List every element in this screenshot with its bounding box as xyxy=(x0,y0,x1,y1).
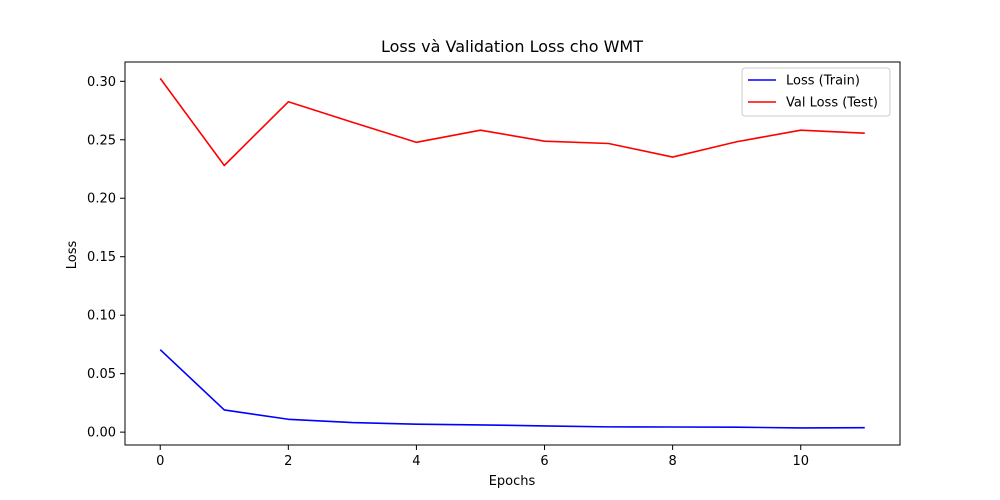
legend: Loss (Train) Val Loss (Test) xyxy=(741,67,891,117)
legend-entry: Val Loss (Test) xyxy=(786,96,878,111)
y-tick-label: 0.25 xyxy=(87,133,116,148)
chart-title: Loss và Validation Loss cho WMT xyxy=(381,37,643,56)
legend-entry: Loss (Train) xyxy=(786,74,860,89)
y-axis-label: Loss xyxy=(65,241,80,270)
legend-box xyxy=(741,67,891,117)
y-tick-label: 0.20 xyxy=(87,192,116,207)
x-tick-label: 6 xyxy=(540,454,548,469)
series-line-train-loss xyxy=(159,349,865,429)
x-tick-label: 10 xyxy=(792,454,809,469)
x-axis-label: Epochs xyxy=(489,474,536,489)
plot-frame xyxy=(124,61,901,446)
series-line-val-loss xyxy=(159,77,865,167)
y-tick-label: 0.30 xyxy=(87,75,116,90)
y-tick-label: 0.00 xyxy=(87,426,116,441)
x-tick-label: 2 xyxy=(284,454,292,469)
x-tick-label: 0 xyxy=(156,454,164,469)
x-tick-label: 4 xyxy=(412,454,420,469)
x-tick-label: 8 xyxy=(668,454,676,469)
y-tick-label: 0.15 xyxy=(87,250,116,265)
y-tick-label: 0.05 xyxy=(87,367,116,382)
y-tick-label: 0.10 xyxy=(87,309,116,324)
